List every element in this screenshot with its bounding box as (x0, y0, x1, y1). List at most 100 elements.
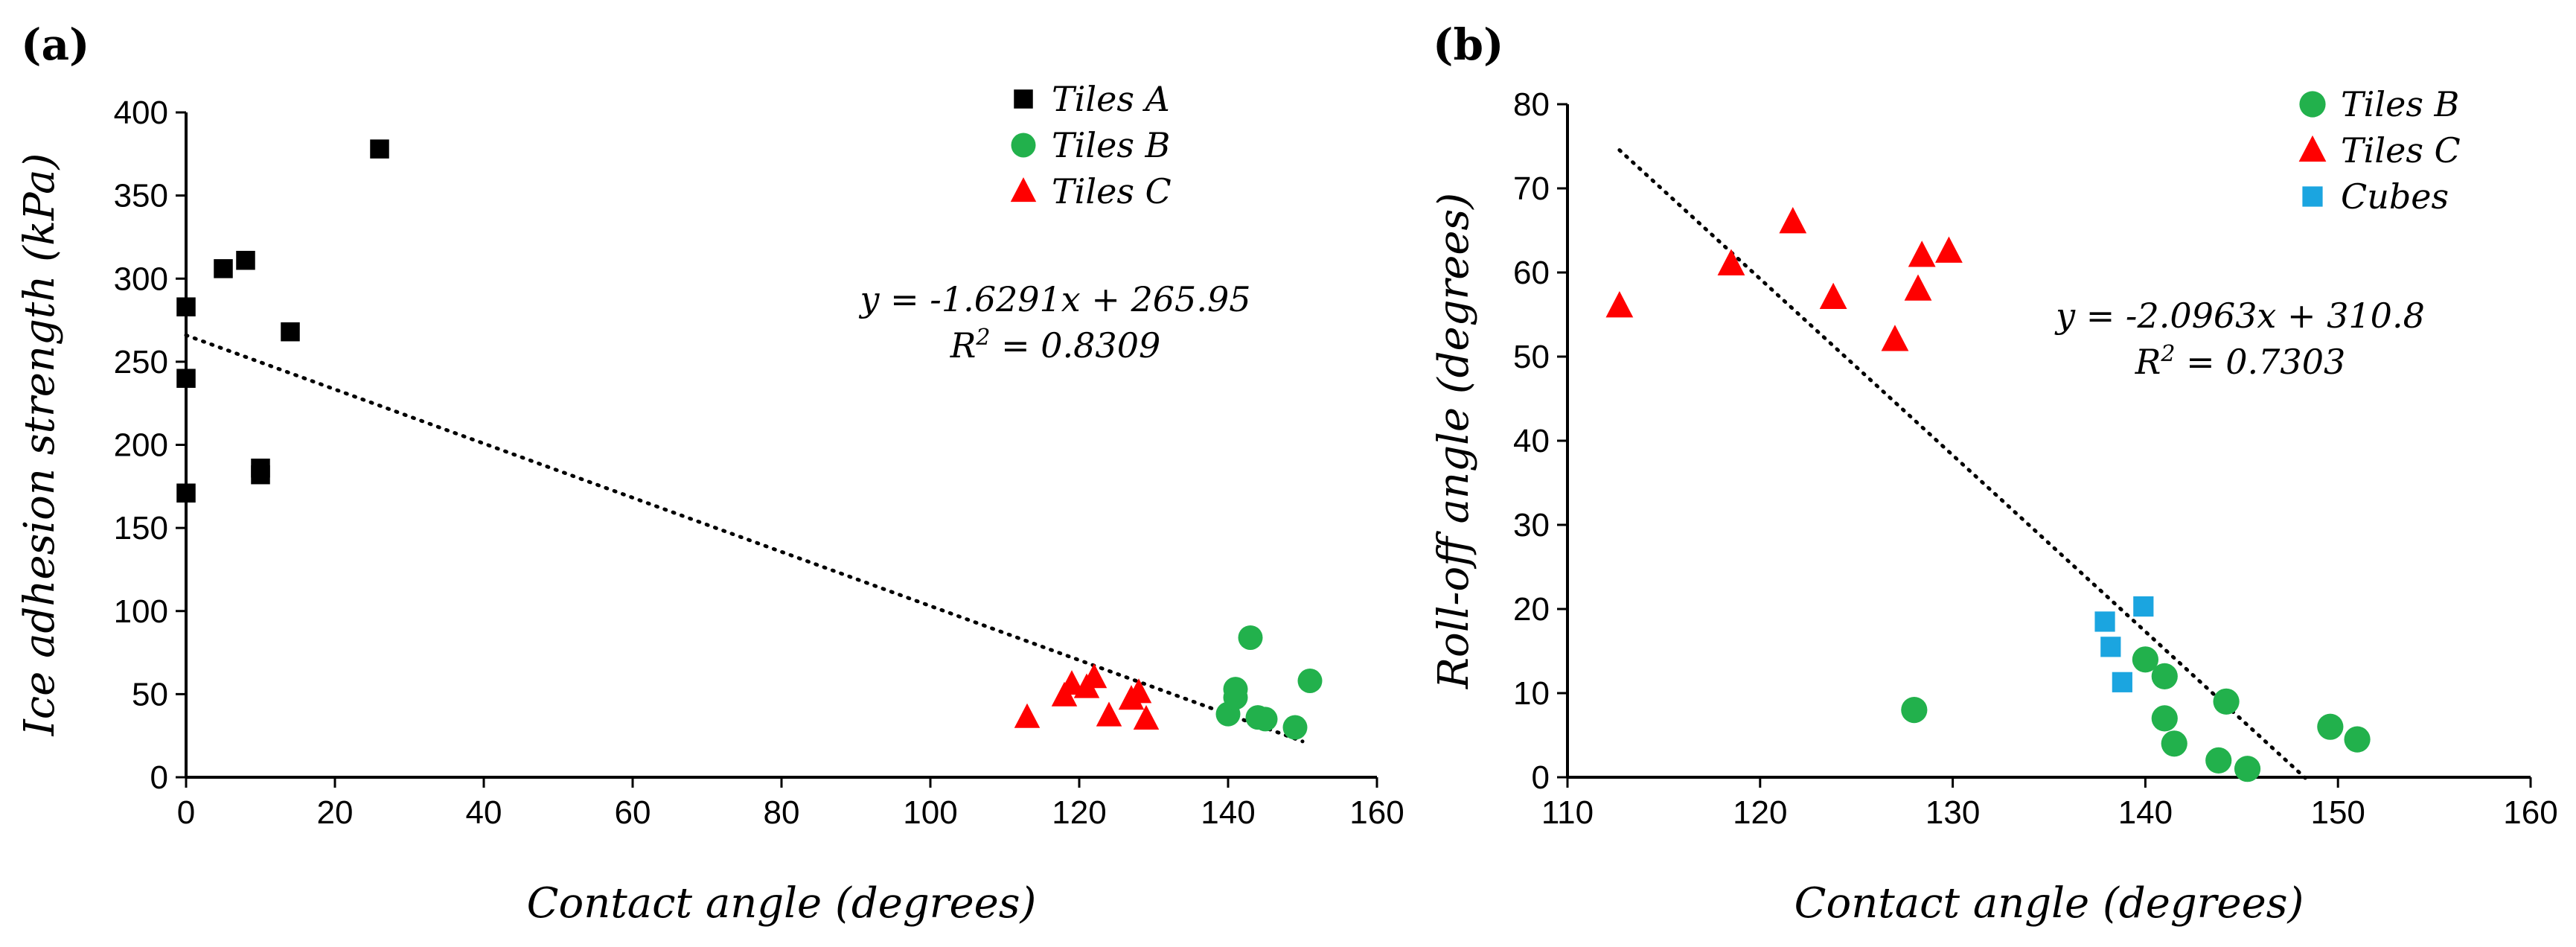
legend-marker (1014, 89, 1033, 109)
data-point (1125, 678, 1152, 704)
y-tick-label: 0 (150, 759, 168, 796)
panel-b-ticks (1557, 103, 2532, 788)
panel-b-letter: (b) (1433, 19, 1503, 70)
data-point (2112, 672, 2132, 692)
legend-label: Tiles B (1052, 125, 1170, 165)
data-point (1096, 701, 1122, 727)
y-tick-label: 70 (1513, 170, 1550, 207)
series-tiles-b (1901, 646, 2371, 782)
x-tick-label: 160 (2503, 794, 2557, 831)
data-point (2344, 726, 2371, 753)
x-tick-label: 150 (2310, 794, 2365, 831)
data-point (2161, 730, 2187, 757)
series-tiles-c (1605, 207, 1963, 351)
panel-b-r2-text: R2 = 0.7303 (2135, 341, 2345, 383)
data-point (2132, 646, 2158, 673)
data-point (2100, 637, 2121, 657)
x-tick-label: 60 (615, 794, 651, 831)
x-tick-label: 140 (2118, 794, 2173, 831)
panel-a-equation: y = -1.6291x + 265.95 R2 = 0.8309 (859, 279, 1251, 366)
y-tick-label: 250 (114, 344, 168, 380)
series-tiles-a (176, 139, 389, 503)
data-point (2205, 747, 2232, 774)
x-tick-label: 0 (177, 794, 195, 831)
y-tick-label: 50 (1513, 339, 1550, 375)
panel-a-letter: (a) (21, 19, 89, 70)
y-tick-label: 10 (1513, 675, 1550, 712)
legend-label: Tiles A (1052, 79, 1170, 119)
data-point (1297, 669, 1323, 694)
data-point (2094, 611, 2115, 632)
panel-a: (a) 0 50 100 150 200 250 300 350 400 0 20 40 60 80 10… (16, 19, 1404, 928)
panel-b-points (1605, 207, 2371, 782)
series-tiles-c (1014, 663, 1160, 730)
y-tick-label: 150 (114, 510, 168, 546)
panel-a-x-axis-title: Contact angle (degrees) (527, 879, 1037, 928)
data-point (1081, 663, 1108, 689)
panel-a-legend: Tiles A Tiles B Tiles C (1010, 79, 1172, 211)
x-tick-label: 120 (1733, 794, 1787, 831)
panel-b-legend: Tiles B Tiles C Cubes (2298, 84, 2461, 217)
data-point (1819, 282, 1847, 310)
y-tick-label: 20 (1513, 591, 1550, 628)
panel-a-ticks (176, 111, 1378, 788)
legend-label: Tiles C (2341, 130, 2461, 170)
panel-a-x-tick-labels: 0 20 40 60 80 100 120 140 160 (177, 794, 1404, 831)
legend-label: Cubes (2341, 176, 2449, 217)
series-tiles-b (1215, 625, 1323, 740)
y-tick-label: 200 (114, 427, 168, 464)
panel-b-y-tick-labels: 0 10 20 30 40 50 60 70 80 (1513, 86, 1550, 796)
data-point (1779, 207, 1807, 234)
panel-a-trendline (184, 333, 1305, 744)
data-point (1238, 625, 1263, 650)
data-point (1223, 677, 1248, 702)
legend-label: Tiles B (2341, 84, 2459, 124)
data-point (1717, 249, 1745, 275)
data-point (2213, 688, 2240, 715)
series-cubes (2094, 596, 2154, 692)
y-tick-label: 40 (1513, 423, 1550, 459)
data-point (236, 250, 255, 270)
x-tick-label: 80 (764, 794, 800, 831)
y-tick-label: 50 (132, 676, 168, 712)
x-tick-label: 40 (466, 794, 502, 831)
y-tick-label: 100 (114, 593, 168, 630)
x-tick-label: 20 (317, 794, 354, 831)
data-point (1901, 697, 1928, 724)
panel-a-y-axis-title: Ice adhesion strength (kPa) (16, 153, 64, 737)
panel-a-r2-text: R2 = 0.8309 (950, 325, 1160, 366)
panel-b-x-axis-title: Contact angle (degrees) (1794, 879, 2304, 928)
panel-b-equation: y = -2.0963x + 310.8 R2 = 0.7303 (2054, 296, 2425, 382)
y-tick-label: 30 (1513, 507, 1550, 543)
data-point (1282, 715, 1308, 740)
data-point (176, 297, 196, 316)
data-point (1908, 240, 1936, 267)
data-point (176, 483, 196, 503)
data-point (1605, 291, 1634, 318)
legend-marker (2299, 91, 2326, 118)
data-point (2317, 713, 2344, 740)
x-tick-label: 120 (1052, 794, 1106, 831)
panel-a-y-tick-labels: 0 50 100 150 200 250 300 350 400 (114, 95, 168, 796)
y-tick-label: 0 (1532, 759, 1550, 796)
data-point (2234, 756, 2261, 782)
x-tick-label: 140 (1201, 794, 1255, 831)
y-tick-label: 350 (114, 178, 168, 214)
data-point (2151, 663, 2178, 690)
panel-b: (b) 0 10 20 30 40 50 60 70 80 110 120 130 140 150 160… (1430, 19, 2558, 928)
legend-marker (2298, 135, 2327, 162)
legend-marker (1011, 133, 1036, 158)
data-point (1881, 325, 1909, 351)
data-point (251, 465, 270, 485)
y-tick-label: 400 (114, 95, 168, 131)
data-point (1904, 274, 1932, 301)
x-tick-label: 160 (1349, 794, 1404, 831)
data-point (1133, 704, 1160, 730)
legend-marker (2302, 186, 2323, 207)
data-point (176, 369, 196, 388)
data-point (214, 259, 233, 278)
x-tick-label: 100 (903, 794, 957, 831)
y-tick-label: 60 (1513, 255, 1550, 291)
data-point (2133, 596, 2154, 617)
